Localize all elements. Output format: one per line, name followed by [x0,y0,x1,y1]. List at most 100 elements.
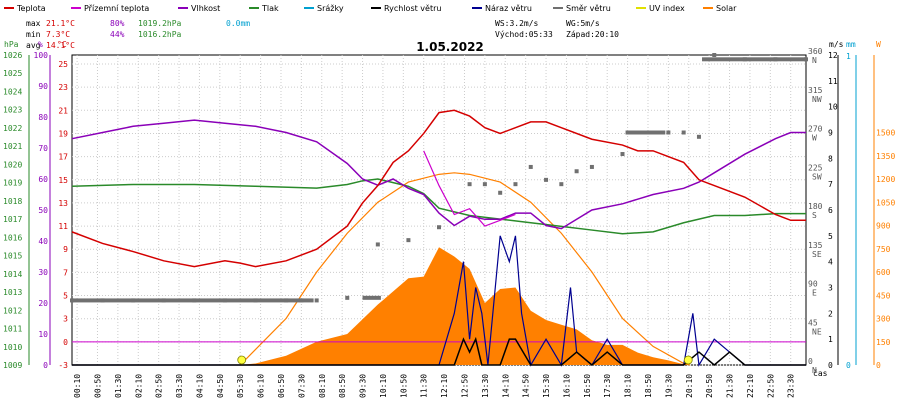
wind-dir-mark [620,152,625,157]
x-tick-label: 02:50 [155,374,164,398]
unit-labels: hPa % °C m/s mm W čas [4,40,881,378]
wind-dir-label: S [812,211,817,220]
wind-tick: 1 [828,335,833,344]
wind-dir-run [72,298,314,303]
solar-theoretical-line [239,172,690,366]
humidity-tick: 30 [38,268,48,277]
pressure-tick: 1011 [3,325,22,334]
wind-dir-mark [513,182,518,187]
stat-avg-temp: 14.1°C [46,41,75,50]
chart-title: 1.05.2022 [416,40,484,54]
wind-dir-mark [406,238,411,243]
stat-sunset: Západ:20:10 [566,30,619,39]
x-tick-label: 19:30 [664,374,673,398]
x-tick-label: 18:10 [624,374,633,398]
wind-dir-run [362,295,381,300]
x-tick-label: 10:10 [379,374,388,398]
wind-dir-mark [498,190,503,195]
wind-speed-line [72,336,806,366]
temp-tick: 25 [58,60,68,69]
temp-tick: 15 [58,176,68,185]
wind-dir-tick: 270 [808,125,823,134]
wind-dir-tick: 315 [808,86,823,95]
stat-sunrise: Východ:05:33 [495,30,553,39]
x-tick-label: 10:50 [399,374,408,398]
legend: Teplota Přízemní teplota Vlhkost Tlak Srážky… [4,4,737,13]
wind-dir-tick: 135 [808,241,823,250]
humidity-tick: 10 [38,330,48,339]
wind-tick: 5 [828,232,833,241]
stats-block: max 21.1°C 80% 1019.2hPa 0.0mm min 7.3°C… [26,19,619,50]
wind-dir-label: W [812,134,817,143]
wind-tick: 10 [828,103,838,112]
wind-tick: 0 [828,361,833,370]
pressure-tick: 1026 [3,51,22,60]
pressure-tick: 1016 [3,233,22,242]
wind-tick: 2 [828,309,833,318]
temp-tick: 3 [63,315,68,324]
wind-dir-mark [666,130,671,135]
legend-label: Srážky [317,4,344,13]
wind-dir-tick: 360 [808,47,823,56]
x-tick-label: 09:30 [359,374,368,398]
x-tick-label: 16:50 [583,374,592,398]
stat-max-temp: 21.1°C [46,19,75,28]
unit-w: W [876,40,881,49]
humidity-tick: 50 [38,206,48,215]
wind-dir-mark [482,182,487,187]
ground-temp-line [423,150,516,227]
rain-tick: 1 [846,52,851,61]
solar-tick: 1200 [876,175,895,184]
wind-dir-tick: 90 [808,280,818,289]
unit-cas: čas [813,368,828,378]
wind-dir-mark [574,169,579,174]
pressure-tick: 1015 [3,252,22,261]
temp-tick: 23 [58,83,68,92]
x-tick-label: 00:10 [73,374,82,398]
plot-area [70,53,808,367]
x-tick-label: 03:30 [175,374,184,398]
x-tick-label: 07:30 [297,374,306,398]
pressure-tick: 1018 [3,197,22,206]
wind-dir-mark [589,164,594,169]
unit-degc: °C [57,40,67,49]
stat-max-rain: 0.0mm [226,19,250,28]
solar-tick: 1500 [876,129,895,138]
wind-tick: 12 [828,51,838,60]
wind-dir-mark [437,225,441,230]
wind-gust-line [72,235,806,367]
rain-tick: 0 [846,361,851,370]
temp-tick: -3 [58,361,68,370]
temp-tick: 17 [58,153,68,162]
wind-dir-label: SE [812,250,822,259]
humidity-tick: 80 [38,113,48,122]
x-tick-label: 14:50 [522,374,531,398]
x-tick-label: 11:30 [420,374,429,398]
solar-area [240,247,690,365]
wind-dir-label: N [812,366,817,375]
x-tick-label: 06:10 [257,374,266,398]
temp-tick: 0 [63,338,68,347]
unit-hpa: hPa [4,40,19,49]
x-tick-label: 00:50 [93,374,102,398]
wind-dir-run [625,130,666,135]
x-tick-label: 14:10 [501,374,510,398]
wind-tick: 3 [828,284,833,293]
pressure-tick: 1020 [3,160,22,169]
solar-tick: 1350 [876,152,895,161]
pressure-line [71,178,806,235]
humidity-tick: 100 [34,51,49,60]
humidity-tick: 60 [38,175,48,184]
pressure-tick: 1022 [3,124,22,133]
legend-label: Solar [716,4,737,13]
wind-dir-mark [467,182,472,187]
stat-ws: WS:3.2m/s [495,19,539,28]
x-tick-label: 22:10 [746,374,755,398]
wind-dir-run [702,57,806,62]
x-tick-label: 05:30 [236,374,245,398]
pressure-tick: 1009 [3,361,22,370]
stat-min-hum: 44% [110,30,125,39]
temp-tick: 7 [63,268,68,277]
legend-label: Přízemní teplota [84,4,149,13]
humidity-tick: 20 [38,299,48,308]
